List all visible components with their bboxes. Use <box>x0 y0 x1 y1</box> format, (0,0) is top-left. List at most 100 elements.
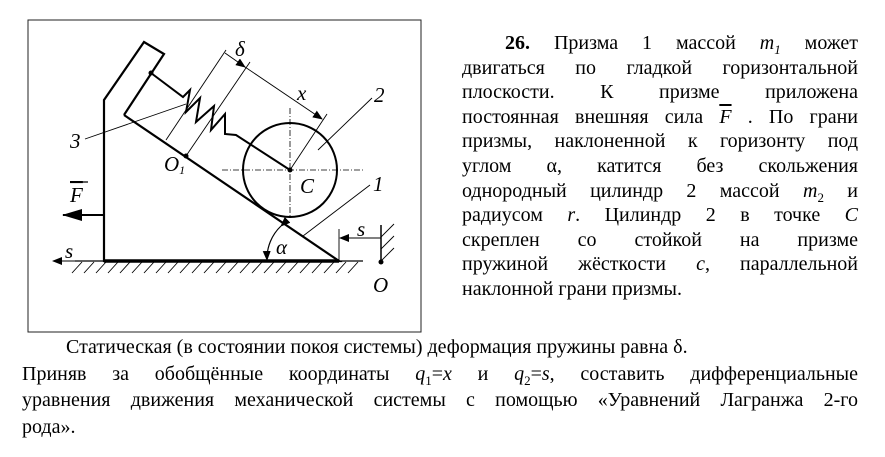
text-segment: r <box>567 204 576 227</box>
text-segment: углом α, катится без скольжения <box>462 154 858 177</box>
text-line: скреплен со стойкой на призме <box>462 228 858 253</box>
text-segment: = <box>530 362 542 385</box>
text-segment: 26. <box>505 32 530 54</box>
mechanism-diagram: δ x 2 3 1 O1 C F α s s O <box>27 19 422 333</box>
figure-frame <box>27 19 422 333</box>
text-line: призмы, наклоненной к горизонту под <box>462 129 858 154</box>
text-line: радиусом r. Цилиндр 2 в точке C <box>462 203 858 228</box>
text-line: Статическая (в состоянии покоя системы) … <box>22 334 858 361</box>
hatch-line <box>191 261 203 274</box>
text-segment: = <box>431 362 443 385</box>
label-alpha: α <box>276 235 288 259</box>
leader-3 <box>84 103 187 140</box>
text-segment: и <box>451 362 515 385</box>
text-segment: . Цилиндр 2 в точке <box>575 204 845 227</box>
hatch-line <box>143 261 155 274</box>
hatch-line <box>95 261 107 274</box>
hatch-line <box>107 261 119 274</box>
hatch-line <box>275 261 287 274</box>
text-line: Приняв за обобщённые координаты q1=x и q… <box>22 361 858 388</box>
text-segment: 2 <box>817 189 824 205</box>
label-delta: δ <box>235 37 246 61</box>
origin-dot <box>378 259 384 265</box>
hatch-line <box>323 261 335 274</box>
text-line: 26. Призма 1 массой m1 может <box>462 31 858 56</box>
text-line: рода». <box>22 414 858 441</box>
text-segment: скреплен со стойкой на призме <box>462 228 858 251</box>
extension-line <box>185 61 251 157</box>
text-segment: , параллельной <box>704 253 858 276</box>
x-dimension <box>244 66 323 120</box>
label-o1: O1 <box>164 152 185 177</box>
spring <box>150 72 291 171</box>
hatch-line <box>167 261 179 274</box>
text-segment: s <box>541 362 550 385</box>
text-segment: постоянная внешняя сила <box>462 105 720 128</box>
text-segment: 2 <box>524 372 531 388</box>
label-s-right: s <box>357 217 365 241</box>
text-line: однородный цилиндр 2 массой m2 и <box>462 179 858 204</box>
hatch-line <box>227 261 239 274</box>
hatch-line <box>83 261 95 274</box>
text-segment: x <box>442 362 452 385</box>
leader-2 <box>317 97 373 151</box>
extension-line <box>289 113 328 171</box>
text-segment: Приняв за обобщённые координаты <box>22 362 416 385</box>
text-line: наклонной грани призмы. <box>462 277 858 302</box>
text-segment: пружиной жёсткости <box>462 253 697 276</box>
alpha-arc <box>262 216 291 261</box>
hatch-line <box>71 261 83 274</box>
text-segment: Статическая (в состоянии покоя системы) … <box>66 336 688 358</box>
label-x: x <box>296 81 307 105</box>
text-segment: Призма 1 массой <box>530 32 760 54</box>
problem-task: Статическая (в состоянии покоя системы) … <box>22 334 858 440</box>
text-segment: наклонной грани призмы. <box>462 277 682 300</box>
text-segment: m <box>802 179 818 202</box>
hatch-line <box>311 261 323 274</box>
hatch-line <box>251 261 263 274</box>
text-line: плоскости. К призме приложена <box>462 80 858 105</box>
text-line: пружиной жёсткости c, параллельной <box>462 252 858 277</box>
text-segment: , составить дифференциальные <box>549 362 858 385</box>
spring-anchor-dot <box>148 70 154 76</box>
text-segment: q <box>415 362 426 385</box>
problem-statement: 26. Призма 1 массой m1 может двигаться по… <box>462 31 858 302</box>
text-line: углом α, катится без скольжения <box>462 154 858 179</box>
text-segment: может <box>780 32 858 54</box>
text-segment: плоскости. К призме приложена <box>462 81 858 104</box>
text-segment: и <box>823 179 858 202</box>
label-force: F <box>69 183 83 207</box>
label-s-left: s <box>65 239 73 263</box>
hatch-line <box>203 261 215 274</box>
text-line: двигаться по гладкой горизонтальной <box>462 56 858 81</box>
hatch-line <box>155 261 167 274</box>
text-segment: однородный цилиндр 2 массой <box>462 179 803 202</box>
hatch-line <box>287 261 299 274</box>
text-segment: радиусом <box>462 204 568 227</box>
label-origin: O <box>373 273 388 297</box>
leader-1 <box>302 184 371 237</box>
label-cylinder-2: 2 <box>374 83 385 107</box>
label-c: C <box>300 174 315 198</box>
text-line: уравнения движения механической системы … <box>22 387 858 414</box>
hatch-line <box>215 261 227 274</box>
hatch-line <box>119 261 131 274</box>
text-segment: . По грани <box>731 105 858 128</box>
text-segment: 1 <box>425 372 432 388</box>
text-segment: призмы, наклоненной к горизонту под <box>462 130 858 153</box>
hatch-line <box>335 261 347 274</box>
prism <box>102 40 343 263</box>
text-segment: q <box>514 362 525 385</box>
label-prism-1: 1 <box>373 172 384 196</box>
hatch-line <box>263 261 275 274</box>
label-stand-3: 3 <box>69 129 81 153</box>
hatch-line <box>131 261 143 274</box>
delta-dimension <box>224 52 246 68</box>
hatch-line <box>179 261 191 274</box>
extension-line <box>165 49 227 141</box>
hatch-line <box>239 261 251 274</box>
hatch-line <box>299 261 311 274</box>
text-segment: F <box>719 105 732 128</box>
text-segment: c <box>696 253 705 276</box>
ground-hatching <box>71 261 359 274</box>
